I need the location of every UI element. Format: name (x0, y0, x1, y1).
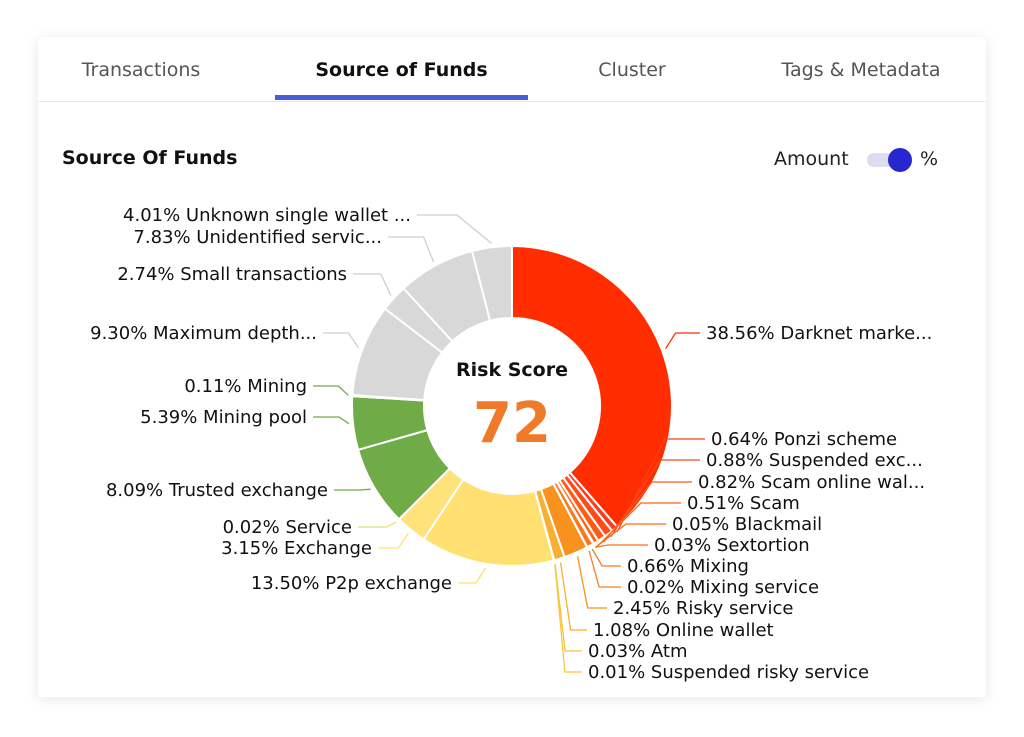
slice-label: 0.88% Suspended exc... (706, 450, 923, 471)
donut-slice[interactable] (470, 244, 513, 323)
tab-transactions[interactable]: Transactions (81, 59, 201, 81)
leader-line (554, 564, 582, 652)
tab-bar: Transactions Source of Funds Cluster Tag… (38, 37, 986, 102)
slice-label: 2.45% Risky service (613, 598, 793, 619)
leader-line (595, 523, 666, 548)
leader-line (603, 481, 692, 543)
slice-label: 0.11% Mining (184, 376, 307, 397)
slice-label: 0.64% Ponzi scheme (711, 429, 897, 450)
leader-line (595, 544, 648, 548)
leader-line (559, 562, 587, 631)
source-of-funds-card: Transactions Source of Funds Cluster Tag… (38, 37, 986, 697)
leader-line (313, 416, 350, 425)
tab-tags-metadata[interactable]: Tags & Metadata (781, 59, 941, 81)
risk-score-value: 72 (473, 391, 551, 456)
source-of-funds-donut-chart: 38.56% Darknet marke... 0.64% Ponzi schem… (90, 205, 932, 683)
slice-label: 2.74% Small transactions (117, 264, 347, 285)
leader-line (417, 214, 492, 244)
slice-label: 0.51% Scam (687, 493, 800, 514)
slice-label: 0.66% Mixing (627, 556, 749, 577)
slice-label: 7.83% Unidentified servic... (133, 227, 382, 248)
toggle-percent-label: % (920, 148, 939, 170)
tab-cluster[interactable]: Cluster (598, 59, 666, 81)
slice-label: 8.09% Trusted exchange (106, 480, 328, 501)
leader-line (388, 236, 435, 263)
leader-line (334, 488, 371, 491)
amount-percent-toggle[interactable] (867, 148, 912, 172)
leader-line (323, 332, 360, 349)
slice-label: 0.02% Mixing service (627, 577, 819, 598)
slice-label: 1.08% Online wallet (593, 620, 774, 641)
slice-label: 3.15% Exchange (221, 538, 372, 559)
slice-label: 0.03% Atm (588, 641, 688, 662)
slice-label: 0.82% Scam online wal... (698, 472, 925, 493)
toggle-knob[interactable] (888, 148, 912, 172)
leader-line (378, 532, 409, 549)
leader-line (358, 521, 397, 528)
slice-label: 13.50% P2p exchange (251, 573, 452, 594)
section-title: Source Of Funds (62, 147, 238, 169)
slice-label: 0.02% Service (223, 517, 352, 538)
leader-line (458, 567, 487, 584)
leader-line (616, 438, 705, 533)
leader-line (588, 550, 621, 588)
leader-line (576, 556, 607, 609)
slice-label: 0.01% Suspended risky service (588, 662, 869, 683)
toggle-amount-label: Amount (774, 148, 849, 170)
slice-label: 0.05% Blackmail (672, 514, 822, 535)
tab-source-of-funds[interactable]: Source of Funds (315, 59, 488, 81)
slice-label: 0.03% Sextortion (654, 535, 810, 556)
risk-score-title: Risk Score (456, 359, 568, 381)
leader-line (665, 332, 700, 349)
slice-label: 4.01% Unknown single wallet ... (123, 205, 411, 226)
leader-line (591, 548, 621, 567)
donut-slice[interactable] (511, 244, 673, 529)
slice-label: 38.56% Darknet marke... (706, 323, 932, 344)
leader-line (554, 564, 582, 673)
slice-label: 5.39% Mining pool (140, 407, 307, 428)
leader-line (597, 502, 681, 547)
leader-line (313, 385, 349, 396)
leader-line (353, 273, 392, 296)
active-tab-indicator (275, 95, 528, 100)
leader-line (610, 459, 700, 538)
slice-label: 9.30% Maximum depth... (90, 323, 317, 344)
